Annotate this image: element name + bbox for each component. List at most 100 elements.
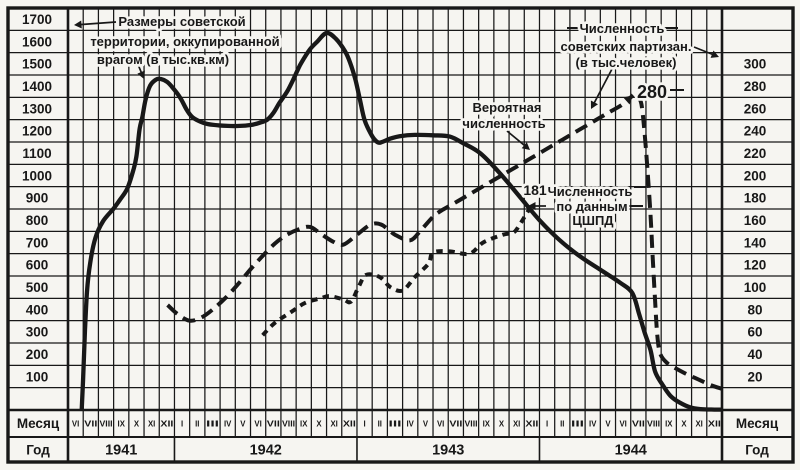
month-label: VI [437,420,444,429]
partisans-label-line: (в тыс.человек) [576,55,677,70]
month-label: IV [589,420,597,429]
month-label: VI [72,420,79,429]
month-label: X [316,420,322,429]
right-axis-tick: 140 [744,235,767,250]
right-axis-labels: 300 280 260 240 220 200 180 160 140 120 100 80 60 40 2… [744,57,767,385]
month-label: V [605,420,611,429]
right-axis-tick: 220 [744,146,767,161]
right-axis-tick: 80 [747,302,762,317]
month-label: IV [407,420,415,429]
right-axis-tick: 160 [744,213,767,228]
month-row-label-left: Месяц [17,416,60,431]
month-label: I [363,420,365,429]
left-axis-tick: 300 [26,325,49,340]
probable-line [635,95,723,391]
month-label: XI [330,420,337,429]
year-row-label-left: Год [26,443,50,458]
left-axis-tick: 700 [26,235,49,250]
month-label: III [206,420,219,429]
probable-line [166,93,635,323]
year-row: 1941 1942 1943 1944 Год Год [26,443,769,459]
month-label: V [240,420,246,429]
territory-label-line: врагом (в тыс.кв.км) [97,52,229,67]
to-left-axis-arrow-line [77,21,117,26]
month-label: IV [224,420,232,429]
month-label: VIII [465,420,478,429]
territory-line [79,30,722,412]
series [79,30,723,412]
annotation-texts: Размеры советской территории, оккупирован… [88,11,695,231]
month-label: VI [619,420,626,429]
tsshpd-label-line: Численность [548,184,633,199]
month-label: III [571,420,584,429]
right-axis-tick: 240 [744,124,767,139]
year-label: 1942 [250,443,282,459]
probable-end-arrow [623,95,634,105]
month-label: XI [695,420,702,429]
territory-label-line: Размеры советской [118,14,245,29]
leader-lines [567,27,684,207]
right-axis-tick: 280 [744,79,767,94]
right-axis-tick: 300 [744,57,767,72]
month-label: II [560,420,564,429]
probable-label-line: численность [462,116,545,131]
partisans-label-line: советских партизан. [560,39,691,54]
month-label: II [378,420,382,429]
left-axis-tick: 500 [26,280,49,295]
left-axis-tick: 100 [26,369,49,384]
month-label: XII [343,420,356,429]
month-label: VII [632,420,645,429]
annotation-arrows [74,20,719,210]
left-axis-tick: 200 [26,347,49,362]
territory-label: Размеры советской территории, оккупирован… [88,11,283,70]
month-label: XI [513,420,520,429]
to-tsshpd-end-arrowhead [528,202,536,210]
month-label: VIII [100,420,113,429]
right-axis-tick: 100 [744,280,767,295]
month-label: XI [148,420,155,429]
month-label: VII [84,420,97,429]
left-axis-tick: 1100 [22,146,51,161]
to-right-axis-300-arrowhead [710,50,719,58]
to-left-axis-arrowhead [74,20,82,29]
year-label: 1943 [432,443,464,459]
month-label: X [134,420,140,429]
left-axis-labels: 1700 1600 1500 1400 1300 1200 1100 1000 900 800 70… [22,12,52,384]
right-axis-tick: 40 [747,347,762,362]
right-axis-tick: 60 [747,325,762,340]
month-label: IX [483,420,491,429]
month-label: X [499,420,505,429]
partisans-label: Численность советских партизан.(в тыс.чел… [558,18,695,73]
probable-label-line: Вероятная [473,100,542,115]
right-axis-tick: 120 [744,258,767,273]
month-label: IX [118,420,126,429]
left-axis-tick: 1400 [22,79,52,94]
to-probable-curve-mid-arrow-line [506,130,528,149]
month-label: VIII [282,420,295,429]
month-label: XII [708,420,721,429]
left-axis-tick: 600 [26,258,49,273]
month-label: XII [160,420,173,429]
month-label: I [181,420,183,429]
month-label: XII [525,420,538,429]
year-row-label-right: Год [745,443,769,458]
month-row-label-right: Месяц [736,416,779,431]
territory-label-line: территории, оккупированной [90,34,279,49]
peak-181-label: 181 [523,182,547,198]
month-label: I [546,420,548,429]
peak-280-label: 280 [637,82,667,102]
month-label: IX [665,420,673,429]
year-label: 1941 [105,443,137,459]
left-axis-tick: 900 [26,191,49,206]
left-axis-tick: 1300 [22,101,52,116]
month-label: VII [449,420,462,429]
month-label: III [389,420,402,429]
right-axis-tick: 200 [744,168,767,183]
tsshpd-line [261,206,533,337]
to-territory-curve-arrowhead [137,70,145,79]
right-axis-tick: 20 [747,369,762,384]
to-right-axis-300-arrow-line [693,46,716,57]
outer-border [6,6,795,464]
